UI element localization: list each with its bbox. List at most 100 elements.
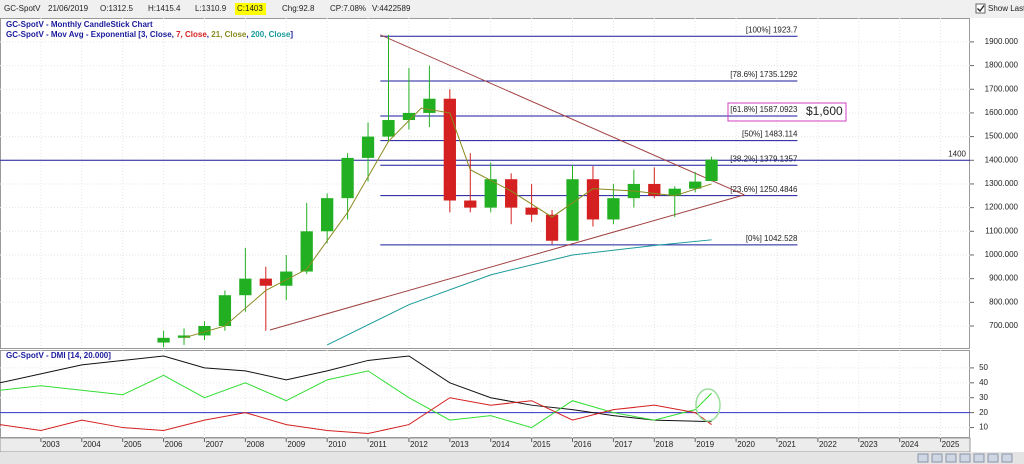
fib-label: [23.6%] 1250.4846 [730,185,798,194]
x-tick-label: 2019 [696,440,714,449]
show-last-label[interactable]: Show Last [988,4,1024,13]
scroll-button [917,453,929,463]
trendline [269,194,745,331]
open: O:1312.5 [100,4,133,13]
candle-body [443,98,456,201]
candle-body [177,335,191,338]
candle-body [668,188,681,196]
moving-average [183,107,712,339]
fib-label: [0%] 1042.528 [746,234,798,243]
x-tick-label: 2008 [246,440,264,449]
fib-label: [100%] 1923.7 [746,25,798,34]
x-tick-label: 2013 [451,440,469,449]
y-tick-label: 1300.000 [985,179,1019,188]
check-mark [977,5,985,12]
y-tick-label: 30 [979,393,988,402]
highlight-box [727,102,847,122]
candle-body [464,200,477,208]
annotation: $1,600 [806,104,843,118]
candle-body [586,179,600,220]
y-tick-label: 40 [979,378,988,387]
y-tick-label: 50 [979,363,988,372]
high: H:1415.4 [148,4,181,13]
x-tick-label: 2017 [615,440,633,449]
scroll-button [987,453,999,463]
candle-body [545,214,559,241]
x-tick-label: 2003 [42,440,60,449]
candle-body [157,337,170,343]
x-tick-label: 2020 [737,440,755,449]
candle-body [198,325,211,336]
legend-part: ] [290,30,293,39]
dmi-panel [0,350,970,438]
dmi-title: GC-SpotV - DMI [14, 20.000] [6,351,111,360]
candle-body [648,183,661,196]
x-tick-label: 2016 [574,440,592,449]
x-tick-label: 2021 [778,440,796,449]
marks: 700.000 800.000 900.000 1000.000 1100.000 120… [0,18,1019,463]
x-tick-label: 2024 [901,440,919,449]
trendline [380,34,745,196]
candle-body [607,198,620,220]
y-tick-label: 700.000 [989,321,1018,330]
y-tick-label: 10 [979,423,988,432]
low: L:1310.9 [195,4,227,13]
candle-body [525,207,538,215]
scroll-button [973,453,985,463]
candle-body [239,278,252,296]
change-pct: CP:7.08% [330,4,366,13]
x-tick-label: 2010 [328,440,346,449]
toolbar-items: GC-SpotV 21/06/2019 O:1312.5 H:1415.4 L:… [4,3,1024,15]
close-highlight [235,3,266,15]
price-line-label: 1400 [948,149,966,158]
legend-part: , [172,30,176,39]
candle-body [423,98,436,113]
legend-part: 7, Close [176,30,207,39]
y-tick-label: 900.000 [989,274,1018,283]
legend-part: 200, Close [251,30,291,39]
legend-part: , [246,30,250,39]
change: Chg:92.8 [282,4,315,13]
y-tick-label: 1100.000 [985,226,1018,235]
y-tick-label: 1000.000 [985,250,1019,259]
fib-label: [50%] 1483.114 [742,130,798,139]
y-tick-label: 1200.000 [985,203,1019,212]
legend-part: , [207,30,211,39]
x-tick-label: 2015 [533,440,551,449]
candle-body [566,179,579,241]
x-tick-label: 2014 [492,440,510,449]
moving-average [326,239,712,346]
candle-body [300,231,313,272]
candle-body [259,278,272,286]
x-tick-label: 2018 [655,440,673,449]
dmi-line [0,397,712,435]
y-tick-label: 1800.000 [985,61,1019,70]
x-tick-label: 2004 [83,440,101,449]
show-last-checkbox[interactable] [975,3,986,14]
legend-part: 3, Close [141,30,172,39]
dmi-line [0,370,712,429]
highlight-ellipse [695,388,721,422]
x-tick-label: 2006 [165,440,183,449]
candle-body [402,112,416,121]
y-tick-label: 800.000 [989,297,1018,306]
y-tick-label: 1900.000 [985,37,1019,46]
fib-label: [61.8%] 1587.0923 [730,105,798,114]
candle-body [280,271,293,286]
x-tick-label: 2023 [860,440,878,449]
candle-body [382,120,395,137]
legend-part: 21, Close [211,30,247,39]
symbol: GC-SpotV [4,4,41,13]
scroll-button [931,453,943,463]
candle-body [361,136,375,158]
scroll-bar[interactable] [0,452,1024,464]
ema-legend: GC-SpotV - Mov Avg - Exponential [3, Clo… [6,30,293,39]
x-tick-label: 2007 [206,440,224,449]
scroll-button [1001,453,1013,463]
candle-body [341,157,354,199]
dmi-line [0,355,712,423]
x-tick-label: 2025 [942,440,960,449]
x-tick-label: 2012 [410,440,428,449]
date: 21/06/2019 [48,4,89,13]
